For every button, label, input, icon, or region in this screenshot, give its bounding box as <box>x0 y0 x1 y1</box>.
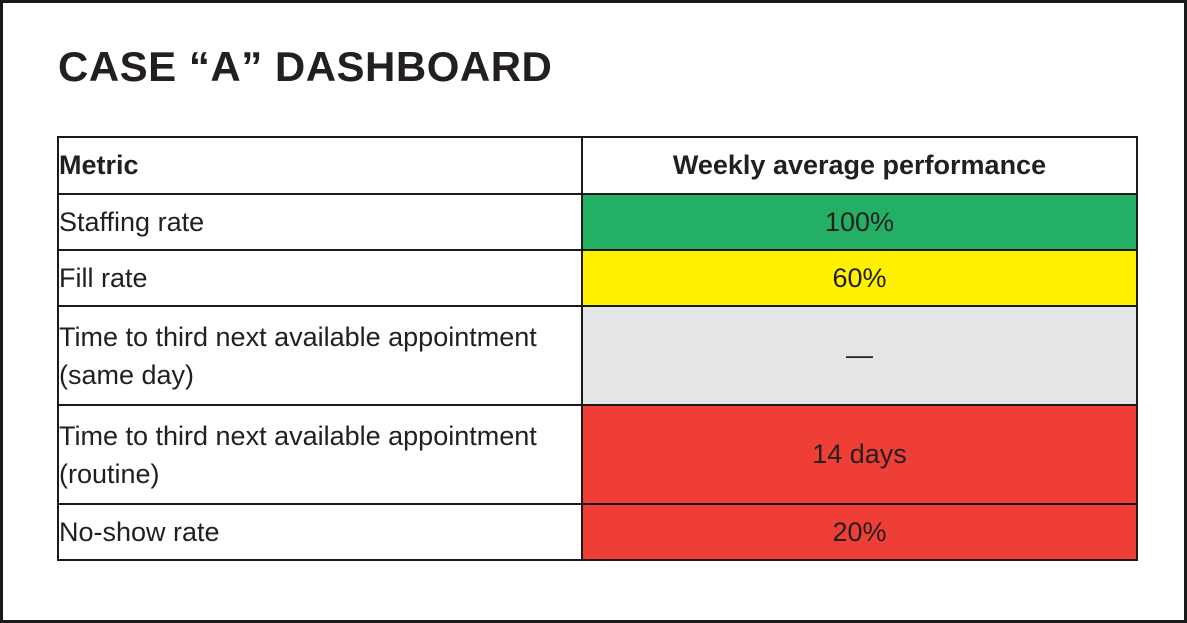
column-header-metric: Metric <box>57 136 583 195</box>
metric-label: Time to third next available appointment… <box>57 305 583 406</box>
column-header-performance: Weekly average performance <box>581 136 1138 195</box>
table-row-staffing-rate: Staffing rate 100% <box>57 193 1138 251</box>
performance-value: 60% <box>581 249 1138 307</box>
metric-label: Fill rate <box>57 249 583 307</box>
table-row-tnaa-same-day: Time to third next available appointment… <box>57 305 1138 406</box>
metric-label: No-show rate <box>57 503 583 561</box>
page-title: CASE “A” DASHBOARD <box>58 43 553 90</box>
metric-label: Time to third next available appointment… <box>57 404 583 505</box>
table-header-row: Metric Weekly average performance <box>57 136 1138 195</box>
table-row-fill-rate: Fill rate 60% <box>57 249 1138 307</box>
performance-value: 20% <box>581 503 1138 561</box>
metric-label: Staffing rate <box>57 193 583 251</box>
performance-value: 14 days <box>581 404 1138 505</box>
table-row-no-show-rate: No-show rate 20% <box>57 503 1138 561</box>
table-row-tnaa-routine: Time to third next available appointment… <box>57 404 1138 505</box>
performance-value: 100% <box>581 193 1138 251</box>
dashboard-table: Metric Weekly average performance Staffi… <box>57 136 1138 561</box>
performance-value: — <box>581 305 1138 406</box>
